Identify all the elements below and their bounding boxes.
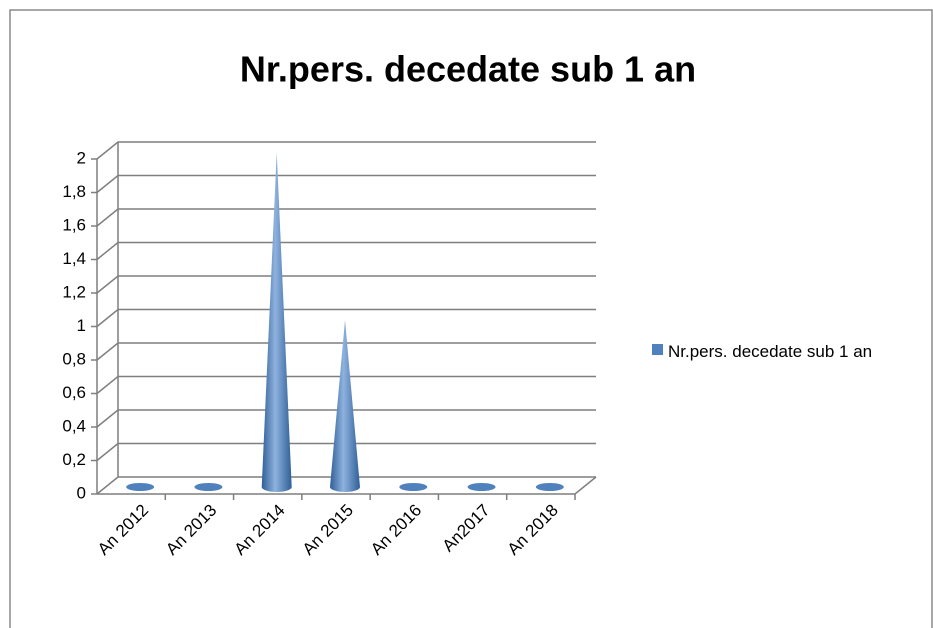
cone bbox=[330, 320, 360, 492]
cone bbox=[126, 483, 155, 491]
y-tick-label: 0,8 bbox=[62, 349, 86, 368]
y-tick-label: 1 bbox=[77, 316, 86, 335]
grid-line bbox=[96, 174, 596, 194]
grid-line bbox=[96, 275, 596, 294]
y-tick-label: 1,2 bbox=[62, 282, 86, 301]
cone bbox=[467, 483, 496, 491]
grid-line bbox=[96, 241, 596, 261]
y-tick-label: 1,6 bbox=[62, 215, 86, 234]
legend-swatch bbox=[652, 344, 663, 355]
cone bbox=[535, 483, 564, 491]
grid-line bbox=[96, 208, 596, 227]
y-tick-label: 0 bbox=[77, 483, 86, 502]
grid-line bbox=[96, 476, 596, 495]
chart-title: Nr.pers. decedate sub 1 an bbox=[240, 49, 696, 90]
grid-line bbox=[96, 308, 596, 328]
cone bbox=[261, 152, 292, 492]
grid-line bbox=[96, 141, 596, 160]
chart-frame bbox=[9, 9, 933, 628]
legend-label: Nr.pers. decedate sub 1 an bbox=[668, 342, 873, 361]
grid-line bbox=[96, 409, 596, 428]
y-tick-label: 2 bbox=[77, 148, 86, 167]
grid-line bbox=[96, 442, 596, 462]
y-tick-label: 1,8 bbox=[62, 182, 86, 201]
y-tick-label: 1,4 bbox=[62, 249, 86, 268]
cone bbox=[399, 483, 428, 491]
cone bbox=[194, 483, 223, 491]
y-tick-label: 0,2 bbox=[62, 450, 86, 469]
grid-line bbox=[96, 342, 596, 361]
grid-line bbox=[96, 375, 596, 395]
y-tick-label: 0,6 bbox=[62, 383, 86, 402]
y-tick-label: 0,4 bbox=[62, 416, 86, 435]
